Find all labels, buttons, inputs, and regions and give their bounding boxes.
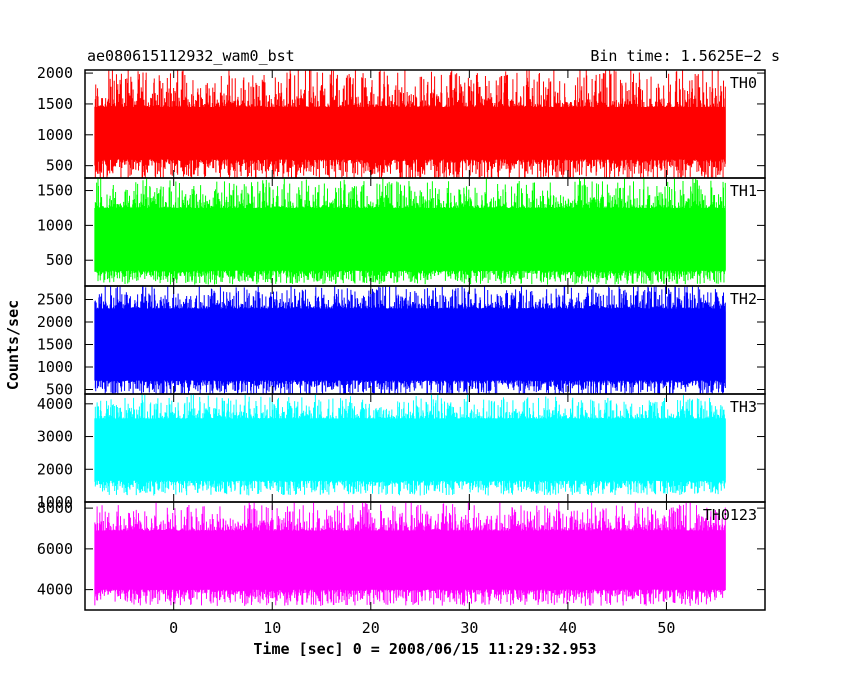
y-tick-label: 500 xyxy=(46,157,73,175)
panel-th0123: 4000 6000 8000 TH0123 xyxy=(37,499,766,611)
panel-label: TH1 xyxy=(730,182,757,200)
y-tick-label: 1000 xyxy=(37,126,73,144)
y-tick-label: 6000 xyxy=(37,540,73,558)
x-tick-label: 40 xyxy=(559,619,577,637)
panel-label: TH0 xyxy=(730,74,757,92)
x-tick-label: 20 xyxy=(362,619,380,637)
series-core-th2 xyxy=(94,311,726,379)
series-core-th0123 xyxy=(94,533,726,586)
x-tick-label: 0 xyxy=(169,619,178,637)
y-tick-label: 1500 xyxy=(37,336,73,354)
panel-label: TH2 xyxy=(730,290,757,308)
series-core-th3 xyxy=(94,421,726,479)
panel-th0: 500 1000 1500 2000 TH0 xyxy=(37,64,766,179)
y-tick-label: 500 xyxy=(46,381,73,399)
y-tick-label: 1500 xyxy=(37,182,73,200)
x-tick-label: 10 xyxy=(263,619,281,637)
y-axis-label: Counts/sec xyxy=(4,300,22,390)
chart-title: ae080615112932_wam0_bst xyxy=(87,47,295,65)
y-tick-label: 2000 xyxy=(37,313,73,331)
x-tick-label: 30 xyxy=(460,619,478,637)
y-tick-label: 500 xyxy=(46,251,73,269)
series-core-th0 xyxy=(94,109,726,158)
panel-frame xyxy=(84,501,766,611)
panel-th1: 500 1000 1500 TH1 xyxy=(37,177,766,287)
y-tick-label: 1000 xyxy=(37,216,73,234)
y-tick-label: 1000 xyxy=(37,358,73,376)
bin-time-label: Bin time: 1.5625E−2 s xyxy=(590,47,780,65)
y-tick-label: 8000 xyxy=(37,499,73,517)
y-tick-label: 2000 xyxy=(37,64,73,82)
y-tick-label: 1000 xyxy=(37,493,73,511)
panel-th3: 1000 2000 3000 4000 TH3 xyxy=(37,393,766,511)
panel-label: TH3 xyxy=(730,398,757,416)
y-tick-label: 4000 xyxy=(37,395,73,413)
y-tick-label: 3000 xyxy=(37,428,73,446)
y-tick-label: 2500 xyxy=(37,291,73,309)
y-tick-label: 1500 xyxy=(37,95,73,113)
x-axis: 0 10 20 30 40 50 xyxy=(169,619,675,637)
y-tick-label: 2000 xyxy=(37,460,73,478)
series-core-th1 xyxy=(94,211,726,270)
x-tick-label: 50 xyxy=(657,619,675,637)
x-axis-label: Time [sec] 0 = 2008/06/15 11:29:32.953 xyxy=(253,640,596,658)
y-tick-label: 4000 xyxy=(37,581,73,599)
panel-label: TH0123 xyxy=(703,506,757,524)
panel-th2: 500 1000 1500 2000 2500 TH2 xyxy=(37,285,766,399)
